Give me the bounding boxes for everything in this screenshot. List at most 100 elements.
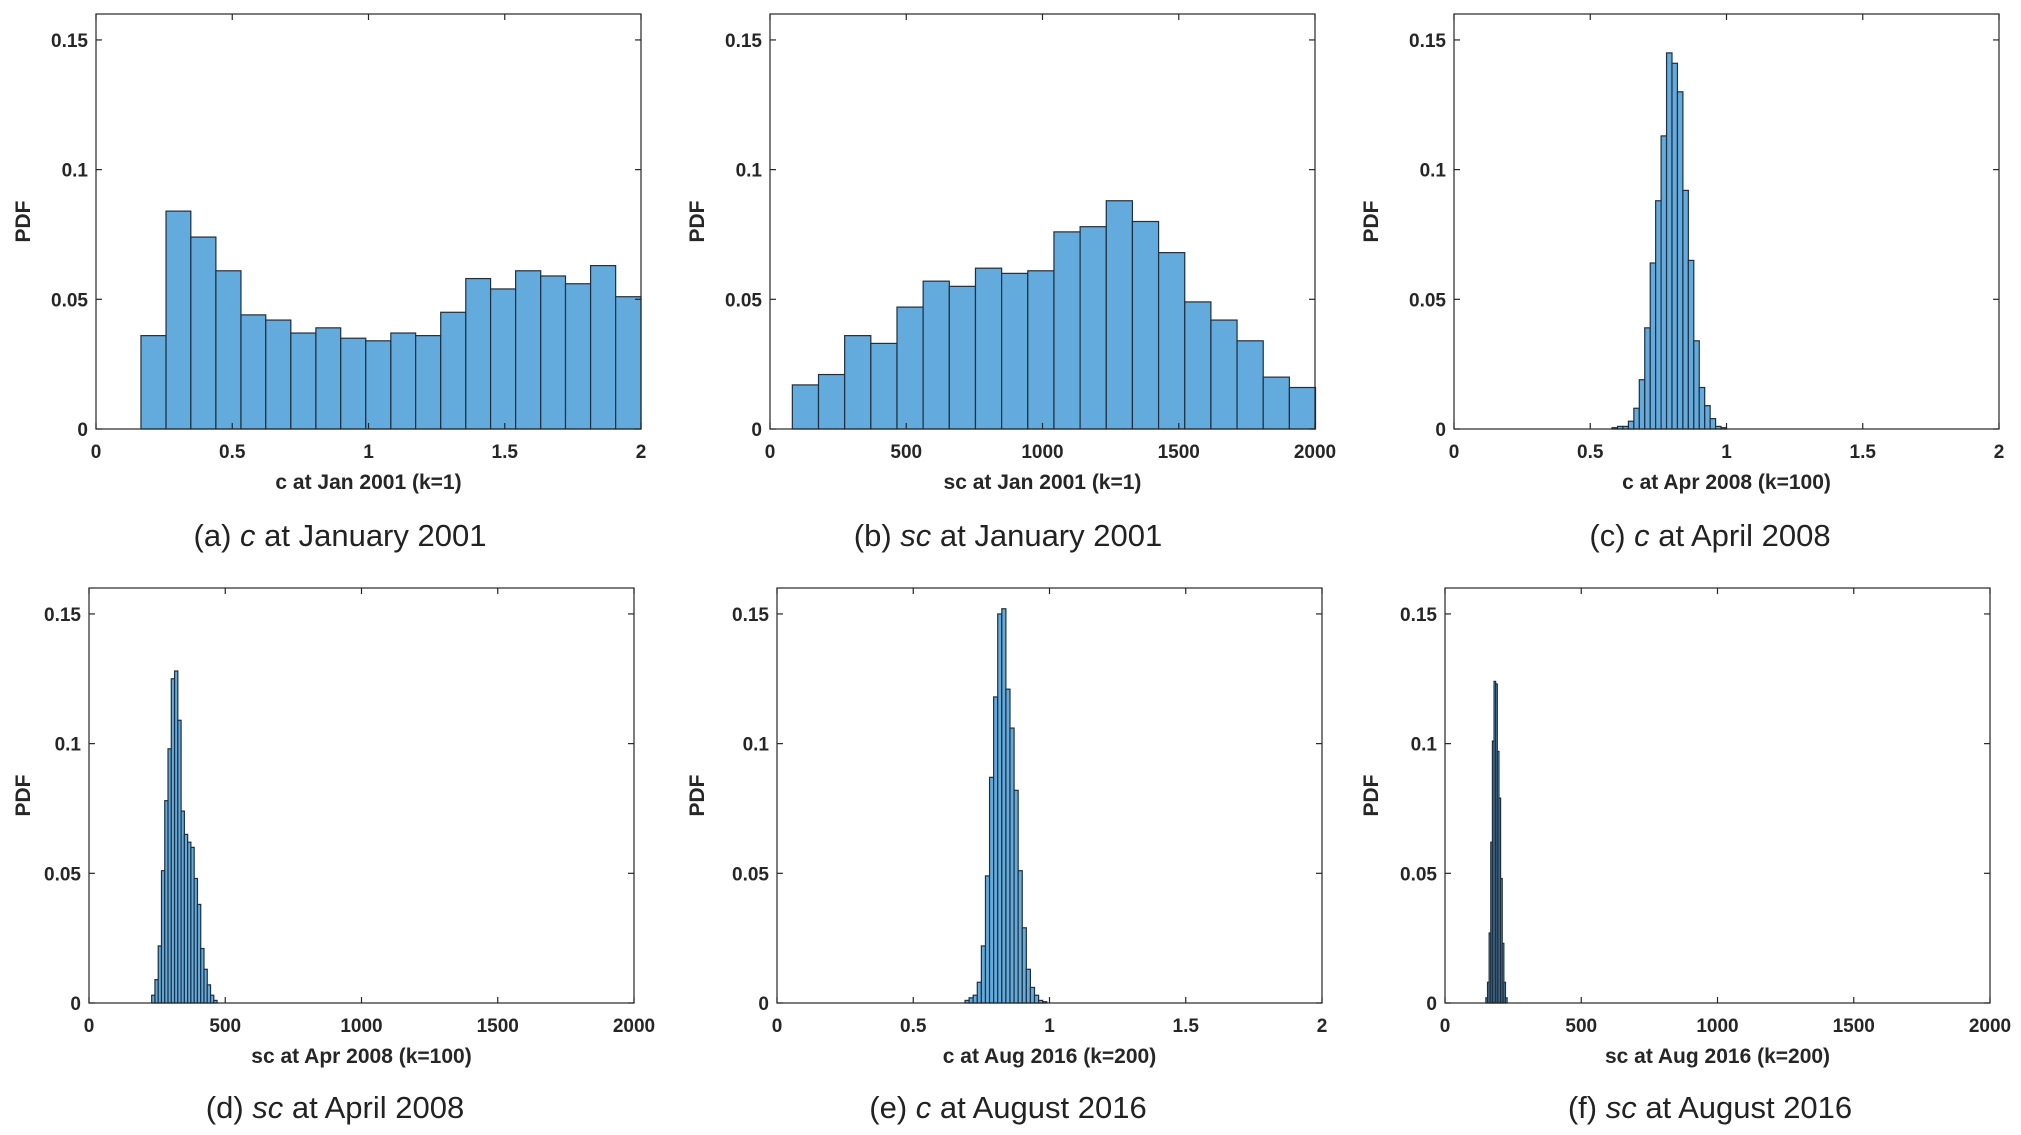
- histogram-bar: [1633, 407, 1640, 430]
- x-tick-label: 1000: [1696, 1016, 1738, 1037]
- x-tick-label: 1500: [1158, 442, 1200, 463]
- y-tick-label: 0: [77, 420, 88, 441]
- histogram-bar: [1504, 997, 1508, 1004]
- x-tick-label: 500: [890, 442, 922, 463]
- caption-prefix: (d): [205, 1090, 253, 1125]
- histogram-bar: [240, 314, 267, 430]
- y-tick-label: 0.1: [62, 161, 89, 182]
- x-tick-label: 1000: [340, 1016, 382, 1037]
- histogram-bar: [1079, 226, 1107, 430]
- x-tick-label: 2: [1317, 1016, 1328, 1037]
- histogram-bar: [615, 296, 642, 430]
- histogram-bar: [980, 945, 987, 1004]
- histogram-bar: [1025, 968, 1032, 1004]
- histogram-bar: [1021, 927, 1027, 1004]
- y-tick-label: 0.05: [1409, 290, 1446, 311]
- x-tick-label: 0: [1440, 1016, 1451, 1037]
- histogram-bar: [390, 332, 417, 430]
- x-tick-label: 0.5: [900, 1016, 927, 1037]
- x-tick-label: 1500: [1833, 1016, 1875, 1037]
- y-tick-label: 0.15: [1400, 605, 1437, 626]
- histogram-bar: [465, 277, 492, 430]
- histogram-bar: [1262, 376, 1290, 430]
- histogram-bar: [589, 264, 617, 430]
- histogram-bar: [1009, 727, 1015, 1004]
- caption-variable: sc: [252, 1090, 284, 1125]
- x-tick-label: 1.5: [1173, 1016, 1200, 1037]
- caption-c: (c) c at April 2008: [1450, 518, 1970, 554]
- histogram-bar: [974, 267, 1003, 430]
- histogram-bar: [1687, 259, 1695, 430]
- histogram-bar: [976, 981, 982, 1004]
- y-tick-label: 0: [70, 994, 81, 1015]
- histogram-bar: [564, 283, 592, 430]
- y-axis-label: PDF: [1360, 774, 1383, 816]
- y-tick-label: 0: [758, 994, 769, 1015]
- x-axis-label: sc at Aug 2016 (k=200): [1605, 1045, 1830, 1068]
- histogram-bar: [1033, 994, 1040, 1004]
- x-tick-label: 1.5: [1850, 442, 1877, 463]
- histogram-bar: [1709, 418, 1717, 430]
- histogram-bar: [190, 236, 217, 430]
- y-tick-label: 0: [1426, 994, 1437, 1015]
- histogram-bar: [1131, 220, 1160, 430]
- histogram-bar: [1105, 200, 1134, 430]
- y-tick-label: 0.1: [1411, 735, 1438, 756]
- caption-variable: sc: [900, 518, 932, 553]
- y-tick-label: 0.1: [743, 735, 770, 756]
- x-tick-label: 1500: [477, 1016, 519, 1037]
- y-tick-label: 0: [1435, 420, 1446, 441]
- histogram-bar: [1017, 870, 1023, 1004]
- caption-prefix: (b): [853, 518, 901, 553]
- caption-b: (b) sc at January 2001: [748, 518, 1268, 554]
- panel-f-histogram: 0 500 1000 1500 2000 0 0.05 0.1 0.15 sc at Aug 20…: [1360, 587, 2011, 1068]
- caption-suffix: at April 2008: [1649, 518, 1831, 553]
- axes-box: [776, 587, 1323, 1004]
- x-tick-label: 0: [91, 442, 102, 463]
- caption-suffix: at August 2016: [931, 1090, 1147, 1125]
- histogram-bar: [1627, 420, 1635, 430]
- y-axis-label: PDF: [686, 200, 709, 242]
- y-tick-label: 0.1: [736, 161, 763, 182]
- panel-d-histogram: 0 500 1000 1500 2000 0 0.05 0.1 0.15 sc at Apr 20…: [12, 587, 655, 1068]
- histogram-bar: [948, 285, 977, 430]
- caption-prefix: (e): [869, 1090, 916, 1125]
- y-tick-label: 0.1: [55, 735, 82, 756]
- y-tick-label: 0.15: [725, 31, 762, 52]
- caption-f: (f) sc at August 2016: [1450, 1090, 1970, 1126]
- histogram-bar: [1157, 252, 1186, 430]
- y-tick-label: 0.05: [725, 290, 762, 311]
- y-tick-label: 0.15: [732, 605, 769, 626]
- histogram-bar: [415, 335, 442, 430]
- caption-variable: c: [1634, 518, 1650, 553]
- y-tick-label: 0.05: [1400, 864, 1437, 885]
- y-axis-label: PDF: [12, 200, 35, 242]
- axes-box: [1453, 13, 2000, 430]
- x-axis-label: c at Apr 2008 (k=100): [1622, 471, 1831, 494]
- histogram-bar: [844, 335, 872, 430]
- y-axis-label: PDF: [1360, 200, 1383, 242]
- x-tick-label: 0: [765, 442, 776, 463]
- panel-b-histogram: 0 500 1000 1500 2000 0 0.05 0.1 0.15 sc at Jan 20…: [686, 13, 1336, 494]
- x-tick-label: 1.5: [492, 442, 519, 463]
- histogram-bar: [1001, 608, 1007, 1004]
- histogram-bar: [896, 306, 924, 430]
- histogram-bar: [817, 373, 846, 430]
- histogram-bar: [1655, 200, 1662, 430]
- histogram-bar: [265, 319, 292, 430]
- x-tick-label: 500: [1565, 1016, 1597, 1037]
- caption-suffix: at January 2001: [931, 518, 1163, 553]
- histogram-bar: [1001, 272, 1029, 430]
- caption-suffix: at April 2008: [283, 1090, 465, 1125]
- histogram-bar: [997, 613, 1003, 1004]
- caption-prefix: (f): [1567, 1090, 1606, 1125]
- x-tick-label: 500: [209, 1016, 241, 1037]
- histogram-bar: [791, 384, 820, 430]
- y-axis-label: PDF: [686, 774, 709, 816]
- histogram-bar: [1638, 379, 1646, 430]
- histogram-bar: [1210, 319, 1238, 430]
- caption-e: (e) c at August 2016: [748, 1090, 1268, 1126]
- x-tick-label: 1: [1721, 442, 1732, 463]
- histogram-bar: [1236, 340, 1264, 430]
- histogram-bar: [140, 335, 167, 430]
